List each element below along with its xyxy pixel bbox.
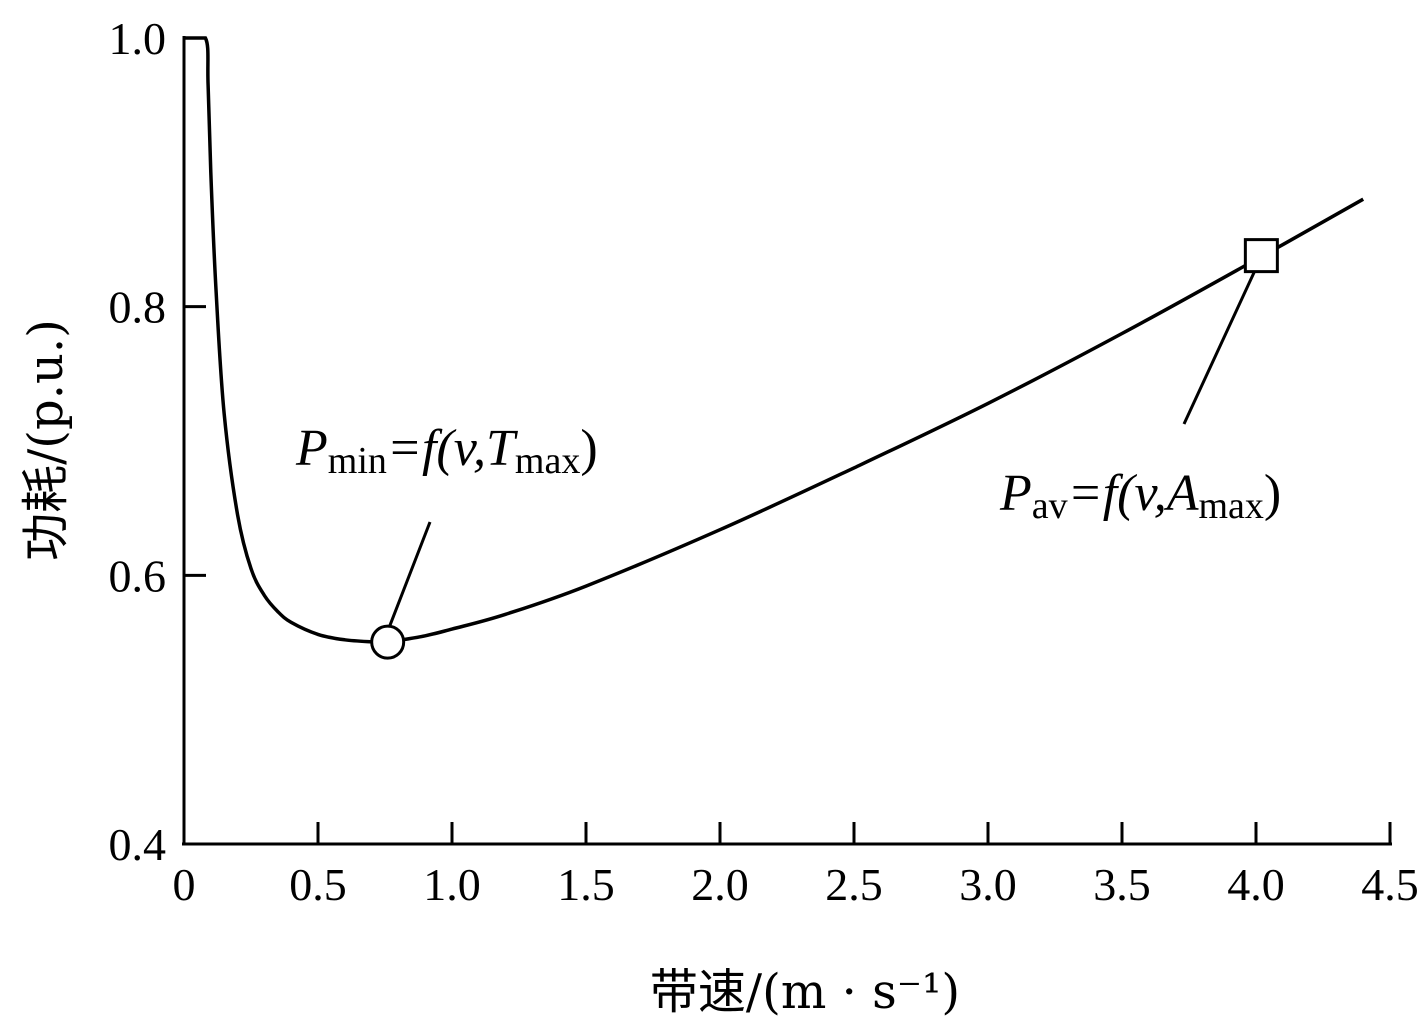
y-tick-label: 0.6: [109, 550, 167, 601]
annotation-av: Pav=f(v,Amax): [999, 465, 1281, 527]
y-tick-label: 0.4: [109, 819, 167, 870]
y-axis-label: 功耗/(p.u.): [18, 319, 74, 561]
annotation-min-close: ): [580, 420, 597, 477]
annotation-av-main: P: [999, 465, 1032, 522]
x-tick-label: 3.5: [1093, 859, 1151, 910]
annotation-min-sub: min: [328, 440, 387, 482]
x-tick-label: 2.0: [691, 859, 749, 910]
x-tick-label: 1.5: [557, 859, 615, 910]
x-tick-label: 4.5: [1361, 859, 1419, 910]
x-tick-label: 4.0: [1227, 859, 1285, 910]
x-tick-label: 0.5: [289, 859, 347, 910]
annotation-min-main: P: [295, 420, 328, 477]
av-point-marker: [1243, 238, 1279, 274]
power-consumption-curve: [184, 36, 1365, 644]
leader-line-min: [388, 521, 432, 627]
y-tick-label: 1.0: [109, 13, 167, 64]
tick-labels: 0 0.5 1.0 1.5 2.0 2.5 3.0 3.5 4.0 4.5 0.4 0.6 0.8 1.0: [109, 13, 1419, 910]
annotation-min: Pmin=f(v,Tmax): [295, 420, 598, 482]
min-point-marker: [370, 624, 406, 660]
x-tick-label: 1.0: [423, 859, 481, 910]
annotation-av-sub: av: [1032, 485, 1068, 527]
annotation-min-rest: =f(v,T: [387, 420, 518, 477]
leader-line-av: [1182, 268, 1257, 425]
axes: [182, 36, 1392, 846]
annotation-av-rest: =f(v,A: [1068, 465, 1199, 522]
annotation-av-close: ): [1264, 465, 1281, 522]
x-tick-label: 3.0: [959, 859, 1017, 910]
annotation-min-sub2: max: [515, 440, 580, 482]
x-tick-label: 2.5: [825, 859, 883, 910]
annotation-av-sub2: max: [1198, 485, 1263, 527]
x-tick-label: 0: [173, 859, 196, 910]
x-axis-label: 带速/(m · s⁻¹): [650, 964, 960, 1020]
y-tick-label: 0.8: [109, 282, 167, 333]
